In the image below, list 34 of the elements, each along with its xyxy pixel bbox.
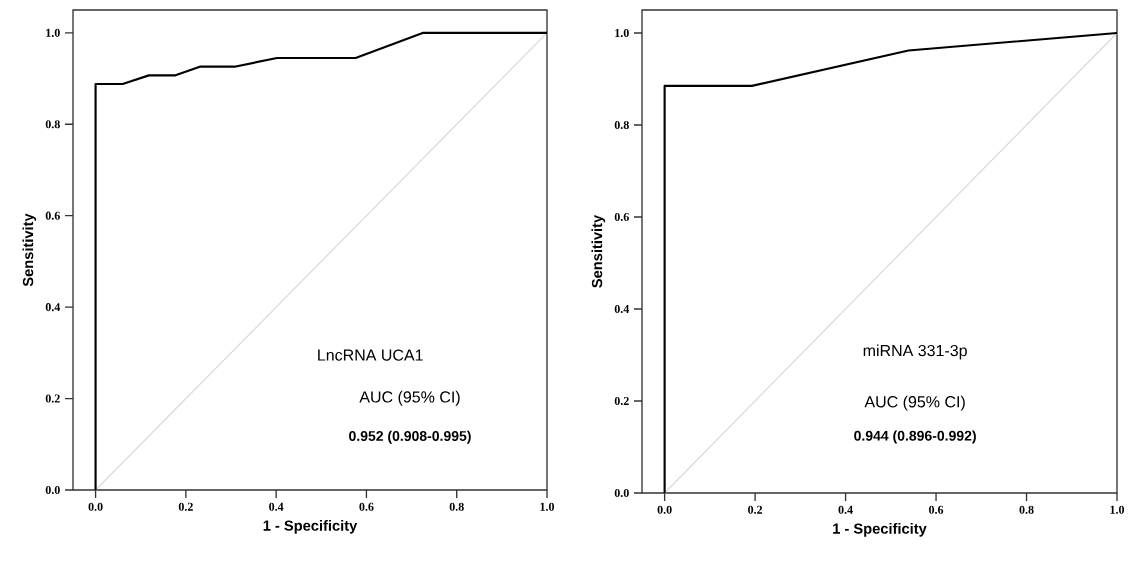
y-axis-title: Sensitivity bbox=[591, 214, 606, 288]
y-tick-label: 0.4 bbox=[45, 303, 61, 312]
x-tick-label: 0.6 bbox=[359, 502, 374, 511]
y-tick-label: 0.6 bbox=[45, 211, 60, 220]
x-tick-label: 0.4 bbox=[269, 502, 284, 511]
x-tick-label: 1.0 bbox=[1110, 505, 1125, 514]
annotation: miRNA 331-3p bbox=[863, 344, 967, 360]
y-tick-label: 0.2 bbox=[45, 394, 60, 403]
x-tick-label: 0.6 bbox=[929, 505, 944, 514]
y-tick-label: 0.8 bbox=[45, 120, 60, 129]
x-tick-label: 0.2 bbox=[748, 505, 763, 514]
annotation: AUC (95% CI) bbox=[359, 390, 460, 406]
y-tick-label: 0.4 bbox=[614, 304, 630, 314]
y-tick-label: 0.8 bbox=[614, 120, 629, 130]
x-tick-label: 0.8 bbox=[449, 502, 464, 511]
x-tick-label: 0.2 bbox=[178, 502, 193, 511]
x-axis-title: 1 - Specificity bbox=[263, 520, 358, 534]
annotation: 0.952 (0.908-0.995) bbox=[349, 430, 471, 444]
x-tick-label: 0.0 bbox=[88, 502, 103, 511]
y-tick-label: 1.0 bbox=[46, 28, 60, 37]
y-tick-label: 1.0 bbox=[615, 28, 629, 38]
x-tick-label: 0.0 bbox=[657, 505, 672, 514]
y-tick-label: 0.0 bbox=[45, 485, 60, 495]
annotation: 0.944 (0.896-0.992) bbox=[854, 430, 976, 444]
y-tick-label: 0.2 bbox=[614, 396, 629, 406]
annotation: LncRNA UCA1 bbox=[318, 349, 423, 361]
x-tick-label: 1.0 bbox=[540, 502, 555, 511]
y-tick-label: 0.0 bbox=[614, 488, 629, 498]
y-tick-label: 0.6 bbox=[614, 212, 629, 222]
annotation: AUC (95% CI) bbox=[864, 395, 965, 411]
y-axis-title: Sensitivity bbox=[22, 213, 37, 287]
x-tick-label: 0.8 bbox=[1019, 505, 1034, 514]
x-axis-title: 1 - Specificity bbox=[833, 523, 927, 537]
x-tick-label: 0.4 bbox=[838, 505, 853, 514]
